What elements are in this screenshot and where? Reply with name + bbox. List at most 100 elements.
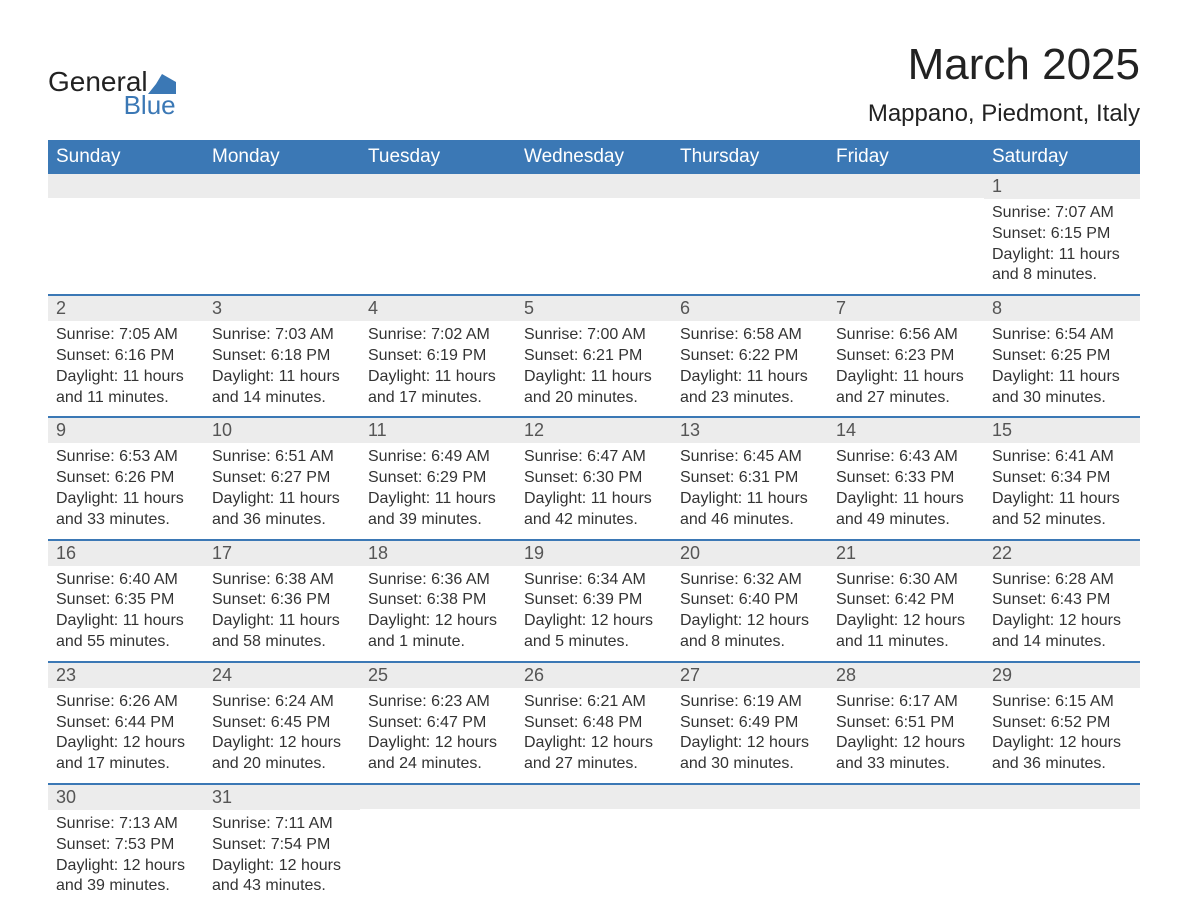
sunrise-text: Sunrise: 7:00 AM — [524, 325, 664, 346]
day-number: 16 — [48, 541, 204, 566]
calendar-cell: 9Sunrise: 6:53 AMSunset: 6:26 PMDaylight… — [48, 417, 204, 539]
daylight-text: Daylight: 12 hours and 24 minutes. — [368, 733, 508, 775]
sunset-text: Sunset: 6:51 PM — [836, 713, 976, 734]
calendar-week: 2Sunrise: 7:05 AMSunset: 6:16 PMDaylight… — [48, 295, 1140, 417]
sunset-text: Sunset: 6:18 PM — [212, 346, 352, 367]
sunset-text: Sunset: 6:52 PM — [992, 713, 1132, 734]
daylight-text: Daylight: 11 hours and 11 minutes. — [56, 367, 196, 409]
day-data: Sunrise: 6:45 AMSunset: 6:31 PMDaylight:… — [672, 443, 828, 538]
calendar-cell — [516, 174, 672, 295]
day-data: Sunrise: 6:17 AMSunset: 6:51 PMDaylight:… — [828, 688, 984, 783]
day-number — [672, 174, 828, 198]
day-number: 19 — [516, 541, 672, 566]
day-number: 4 — [360, 296, 516, 321]
day-data: Sunrise: 6:24 AMSunset: 6:45 PMDaylight:… — [204, 688, 360, 783]
sunrise-text: Sunrise: 6:34 AM — [524, 570, 664, 591]
sunset-text: Sunset: 6:21 PM — [524, 346, 664, 367]
page-subtitle: Mappano, Piedmont, Italy — [868, 100, 1140, 128]
weekday-header: Wednesday — [516, 140, 672, 174]
sunset-text: Sunset: 6:36 PM — [212, 590, 352, 611]
sunset-text: Sunset: 6:22 PM — [680, 346, 820, 367]
sunrise-text: Sunrise: 6:43 AM — [836, 447, 976, 468]
sunset-text: Sunset: 6:42 PM — [836, 590, 976, 611]
daylight-text: Daylight: 12 hours and 27 minutes. — [524, 733, 664, 775]
day-data: Sunrise: 6:30 AMSunset: 6:42 PMDaylight:… — [828, 566, 984, 661]
day-data: Sunrise: 6:41 AMSunset: 6:34 PMDaylight:… — [984, 443, 1140, 538]
calendar-cell — [360, 784, 516, 905]
day-data: Sunrise: 6:28 AMSunset: 6:43 PMDaylight:… — [984, 566, 1140, 661]
day-number: 30 — [48, 785, 204, 810]
day-data: Sunrise: 6:43 AMSunset: 6:33 PMDaylight:… — [828, 443, 984, 538]
day-data: Sunrise: 7:05 AMSunset: 6:16 PMDaylight:… — [48, 321, 204, 416]
sunset-text: Sunset: 6:38 PM — [368, 590, 508, 611]
day-data: Sunrise: 6:26 AMSunset: 6:44 PMDaylight:… — [48, 688, 204, 783]
day-number — [360, 174, 516, 198]
daylight-text: Daylight: 12 hours and 14 minutes. — [992, 611, 1132, 653]
sunset-text: Sunset: 6:33 PM — [836, 468, 976, 489]
sunrise-text: Sunrise: 6:49 AM — [368, 447, 508, 468]
weekday-header: Thursday — [672, 140, 828, 174]
calendar-cell: 1Sunrise: 7:07 AMSunset: 6:15 PMDaylight… — [984, 174, 1140, 295]
calendar-cell: 17Sunrise: 6:38 AMSunset: 6:36 PMDayligh… — [204, 540, 360, 662]
daylight-text: Daylight: 11 hours and 39 minutes. — [368, 489, 508, 531]
daylight-text: Daylight: 12 hours and 1 minute. — [368, 611, 508, 653]
day-data: Sunrise: 6:47 AMSunset: 6:30 PMDaylight:… — [516, 443, 672, 538]
daylight-text: Daylight: 11 hours and 55 minutes. — [56, 611, 196, 653]
day-data: Sunrise: 6:54 AMSunset: 6:25 PMDaylight:… — [984, 321, 1140, 416]
calendar-week: 16Sunrise: 6:40 AMSunset: 6:35 PMDayligh… — [48, 540, 1140, 662]
daylight-text: Daylight: 12 hours and 33 minutes. — [836, 733, 976, 775]
weekday-header: Saturday — [984, 140, 1140, 174]
day-number — [984, 785, 1140, 809]
sunrise-text: Sunrise: 7:07 AM — [992, 203, 1132, 224]
sunset-text: Sunset: 6:31 PM — [680, 468, 820, 489]
daylight-text: Daylight: 11 hours and 8 minutes. — [992, 245, 1132, 287]
day-number: 18 — [360, 541, 516, 566]
day-data: Sunrise: 7:00 AMSunset: 6:21 PMDaylight:… — [516, 321, 672, 416]
day-data: Sunrise: 7:03 AMSunset: 6:18 PMDaylight:… — [204, 321, 360, 416]
day-number: 24 — [204, 663, 360, 688]
sunrise-text: Sunrise: 6:15 AM — [992, 692, 1132, 713]
calendar-cell: 6Sunrise: 6:58 AMSunset: 6:22 PMDaylight… — [672, 295, 828, 417]
calendar-cell: 26Sunrise: 6:21 AMSunset: 6:48 PMDayligh… — [516, 662, 672, 784]
calendar-cell: 4Sunrise: 7:02 AMSunset: 6:19 PMDaylight… — [360, 295, 516, 417]
sunrise-text: Sunrise: 6:28 AM — [992, 570, 1132, 591]
day-number: 5 — [516, 296, 672, 321]
daylight-text: Daylight: 11 hours and 23 minutes. — [680, 367, 820, 409]
sunset-text: Sunset: 6:16 PM — [56, 346, 196, 367]
day-data-empty — [672, 809, 828, 842]
calendar-cell — [672, 174, 828, 295]
calendar-cell — [828, 174, 984, 295]
daylight-text: Daylight: 11 hours and 46 minutes. — [680, 489, 820, 531]
sunset-text: Sunset: 6:48 PM — [524, 713, 664, 734]
calendar-cell: 19Sunrise: 6:34 AMSunset: 6:39 PMDayligh… — [516, 540, 672, 662]
sunrise-text: Sunrise: 6:47 AM — [524, 447, 664, 468]
sunset-text: Sunset: 6:44 PM — [56, 713, 196, 734]
daylight-text: Daylight: 11 hours and 58 minutes. — [212, 611, 352, 653]
day-number: 8 — [984, 296, 1140, 321]
calendar-cell — [672, 784, 828, 905]
calendar-cell — [828, 784, 984, 905]
calendar-cell: 20Sunrise: 6:32 AMSunset: 6:40 PMDayligh… — [672, 540, 828, 662]
day-number: 2 — [48, 296, 204, 321]
sunrise-text: Sunrise: 6:26 AM — [56, 692, 196, 713]
calendar-cell — [984, 784, 1140, 905]
day-number: 1 — [984, 174, 1140, 199]
calendar-week: 9Sunrise: 6:53 AMSunset: 6:26 PMDaylight… — [48, 417, 1140, 539]
calendar-cell: 8Sunrise: 6:54 AMSunset: 6:25 PMDaylight… — [984, 295, 1140, 417]
day-data-empty — [516, 809, 672, 842]
sunrise-text: Sunrise: 6:38 AM — [212, 570, 352, 591]
calendar-cell: 12Sunrise: 6:47 AMSunset: 6:30 PMDayligh… — [516, 417, 672, 539]
day-data: Sunrise: 6:40 AMSunset: 6:35 PMDaylight:… — [48, 566, 204, 661]
sunrise-text: Sunrise: 6:24 AM — [212, 692, 352, 713]
calendar-cell: 13Sunrise: 6:45 AMSunset: 6:31 PMDayligh… — [672, 417, 828, 539]
sunset-text: Sunset: 6:43 PM — [992, 590, 1132, 611]
weekday-header: Tuesday — [360, 140, 516, 174]
sunrise-text: Sunrise: 6:41 AM — [992, 447, 1132, 468]
day-number: 21 — [828, 541, 984, 566]
sunset-text: Sunset: 6:49 PM — [680, 713, 820, 734]
day-number: 6 — [672, 296, 828, 321]
sunrise-text: Sunrise: 7:05 AM — [56, 325, 196, 346]
calendar-cell: 28Sunrise: 6:17 AMSunset: 6:51 PMDayligh… — [828, 662, 984, 784]
calendar-cell: 18Sunrise: 6:36 AMSunset: 6:38 PMDayligh… — [360, 540, 516, 662]
header: General Blue March 2025 Mappano, Piedmon… — [48, 40, 1140, 128]
